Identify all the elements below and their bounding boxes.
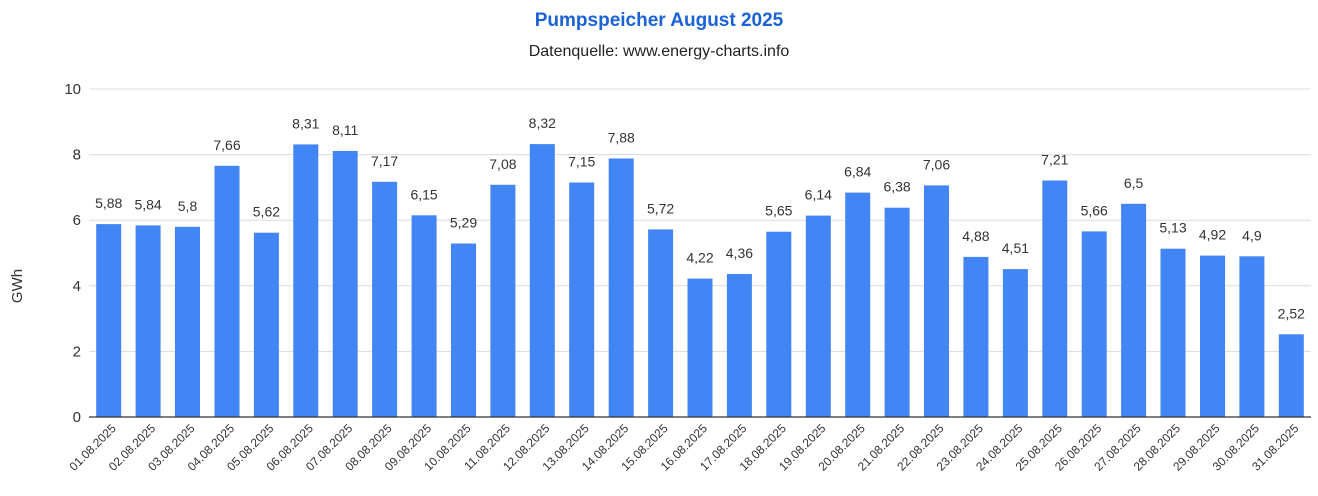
- bar-value-label: 5,72: [647, 200, 674, 216]
- bar-value-label: 4,9: [1242, 227, 1262, 243]
- bar: [411, 215, 437, 417]
- bar-value-label: 6,5: [1124, 175, 1144, 191]
- bar: [175, 226, 200, 417]
- bar-value-label: 7,66: [213, 137, 240, 153]
- bar: [726, 274, 752, 417]
- bar-value-label: 8,32: [529, 115, 556, 131]
- bar: [963, 256, 989, 417]
- bar: [529, 144, 555, 417]
- bar: [1121, 203, 1147, 417]
- bar: [1239, 256, 1265, 417]
- bar: [1278, 334, 1304, 417]
- bar: [569, 182, 595, 417]
- y-tick-label: 0: [73, 409, 81, 426]
- bar-value-label: 2,52: [1278, 305, 1305, 321]
- bar-value-label: 7,88: [608, 130, 635, 146]
- bar-value-label: 4,36: [726, 245, 753, 261]
- bar: [687, 278, 713, 417]
- bar: [253, 232, 279, 417]
- bar-value-label: 5,29: [450, 215, 477, 231]
- bar-value-label: 5,84: [134, 196, 161, 212]
- bar: [135, 225, 161, 417]
- bar-value-label: 7,21: [1041, 152, 1068, 168]
- bar-value-label: 8,31: [292, 115, 319, 131]
- bar: [332, 151, 358, 417]
- bar: [924, 185, 949, 417]
- y-tick-label: 4: [73, 278, 81, 295]
- bar: [1081, 231, 1107, 417]
- bar-value-label: 6,84: [844, 164, 871, 180]
- chart-title: Pumpspeicher August 2025: [535, 10, 784, 31]
- bar: [805, 215, 831, 417]
- bar: [490, 184, 516, 417]
- bar-value-label: 5,13: [1159, 220, 1186, 236]
- bar-value-label: 7,17: [371, 153, 398, 169]
- y-tick-label: 6: [73, 212, 81, 229]
- bar-value-label: 7,08: [489, 156, 516, 172]
- bar: [608, 158, 634, 417]
- bar-value-label: 5,66: [1081, 202, 1108, 218]
- bar-value-label: 5,8: [178, 198, 198, 214]
- bar-value-label: 7,06: [923, 156, 950, 172]
- bar: [1042, 180, 1068, 417]
- bar: [648, 229, 674, 417]
- y-tick-label: 10: [64, 81, 81, 98]
- chart-subtitle: Datenquelle: www.energy-charts.info: [529, 43, 790, 60]
- y-tick-label: 2: [73, 343, 81, 360]
- bar: [293, 144, 319, 417]
- bar: [766, 231, 792, 417]
- bar-value-label: 5,62: [253, 204, 280, 220]
- y-tick-label: 8: [73, 147, 81, 164]
- bar-value-label: 4,88: [962, 228, 989, 244]
- bar: [1200, 255, 1225, 417]
- bar: [884, 207, 910, 417]
- bar-value-label: 8,11: [332, 122, 358, 138]
- bar-value-label: 5,65: [765, 203, 792, 219]
- bar-value-label: 6,14: [805, 187, 832, 203]
- bar: [1002, 269, 1028, 417]
- y-axis-ticks: 0 2 4 6 8 10: [64, 81, 81, 426]
- bar: [372, 181, 398, 417]
- bar: [1160, 248, 1186, 417]
- data-labels: 5,88 5,84 5,8 7,66 5,62 8,31 8,11 7,17 6,15 5,29 7…: [95, 115, 1305, 321]
- bar-value-label: 6,38: [883, 179, 910, 195]
- bar: [96, 224, 122, 417]
- x-axis-ticks: 01.08.202502.08.202503.08.202504.08.2025…: [66, 421, 1301, 474]
- bar: [214, 165, 240, 417]
- bar-value-label: 7,15: [568, 154, 595, 170]
- bar-value-label: 4,92: [1199, 227, 1226, 243]
- bar-value-label: 4,51: [1002, 240, 1029, 256]
- y-axis-label: GWh: [9, 269, 26, 303]
- bars: [96, 144, 1304, 417]
- bar: [845, 192, 871, 417]
- bar-value-label: 5,88: [95, 195, 122, 211]
- bar-value-label: 4,22: [686, 250, 713, 266]
- bar-value-label: 6,15: [410, 186, 437, 202]
- bar: [451, 243, 476, 417]
- gridlines: [89, 88, 1311, 352]
